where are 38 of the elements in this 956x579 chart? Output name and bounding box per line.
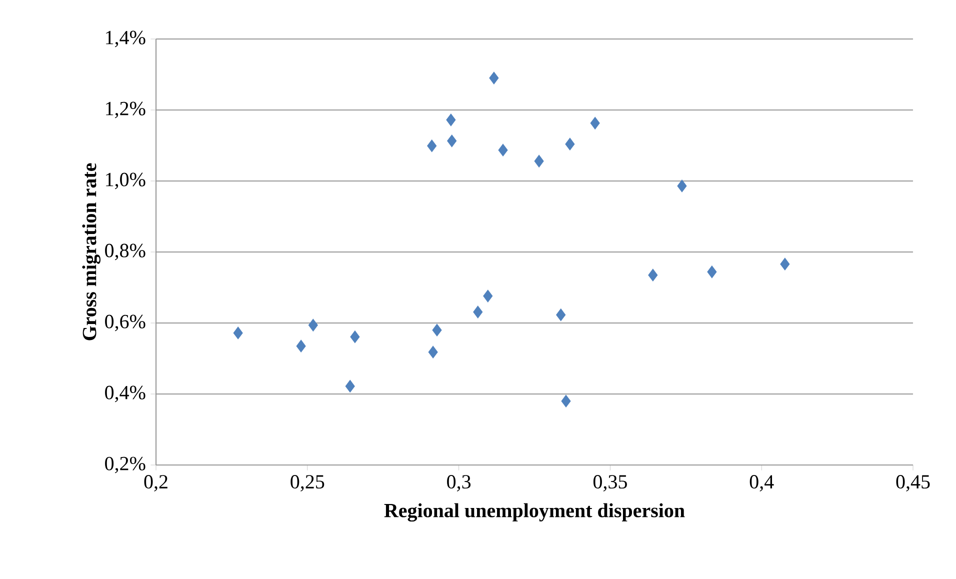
x-axis-title: Regional unemployment dispersion (384, 503, 685, 522)
y-tick-label: 1,4% (106, 30, 146, 48)
point (483, 290, 493, 302)
point (350, 330, 360, 344)
y-tick-label: 1,0% (106, 172, 146, 190)
x-tick-label: 0,3 (447, 475, 471, 492)
point (489, 72, 499, 84)
point (556, 308, 566, 322)
x-tick-label: 0,35 (593, 475, 627, 492)
point (648, 268, 658, 282)
x-tick-label: 0,25 (290, 475, 324, 492)
point (296, 340, 306, 352)
point (707, 266, 717, 278)
y-axis-title: Gross migration rate (82, 163, 100, 340)
point (427, 140, 437, 152)
point (590, 116, 600, 130)
point (565, 138, 575, 150)
y-tick-label: 0,6% (105, 314, 146, 332)
y-tick-label: 0,8% (105, 244, 146, 260)
y-tick-label: 0,4% (105, 386, 146, 402)
point (428, 346, 438, 358)
y-tick-label: 0,2% (105, 456, 146, 474)
point (233, 326, 243, 340)
point (446, 114, 456, 126)
point (498, 144, 508, 156)
y-tick-label: 1,2% (106, 102, 146, 118)
point (432, 324, 442, 336)
point (308, 318, 318, 332)
point (345, 380, 355, 392)
point (447, 134, 457, 148)
point (534, 154, 544, 168)
x-tick-label: 0,4 (750, 475, 774, 492)
point (561, 394, 571, 408)
x-tick-label: 0,45 (896, 475, 930, 492)
point (677, 180, 687, 192)
point (473, 306, 483, 318)
x-tick-label: 0,2 (144, 475, 168, 492)
point (780, 258, 790, 270)
